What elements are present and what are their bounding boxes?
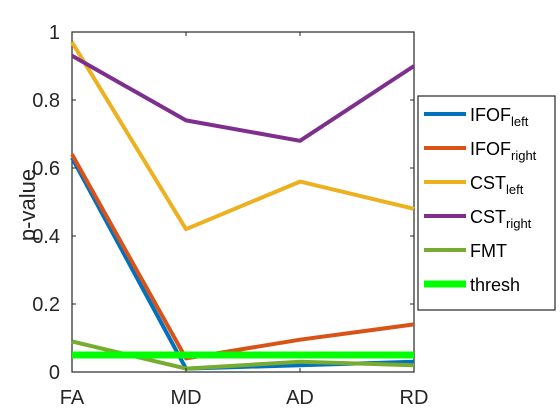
y-tick-label-5: 0.8	[32, 90, 60, 112]
y-tick-label-6: 1	[49, 22, 60, 44]
legend-label-1: IFOFleft	[470, 105, 529, 129]
legend-label-subscript-4: right	[506, 216, 532, 231]
y-tick-label-4: 0.6	[32, 158, 60, 180]
series-line-3	[70, 41, 415, 232]
legend-label-2: IFOFright	[470, 139, 537, 163]
legend: IFOFleftIFOFrightCSTleftCSTrightFMTthres…	[417, 95, 556, 311]
legend-label-main-2: IFOF	[470, 139, 511, 159]
legend-label-main-4: CST	[470, 207, 506, 227]
legend-label-6: thresh	[470, 275, 520, 295]
legend-label-subscript-2: right	[511, 148, 537, 163]
legend-label-5: FMT	[470, 241, 507, 261]
legend-label-subscript-3: left	[506, 182, 524, 197]
series-line-4	[71, 54, 416, 143]
x-tick-label-rd: RD	[400, 387, 429, 409]
legend-label-4: CSTright	[470, 207, 532, 231]
series-lines	[70, 41, 416, 371]
y-tick-label-2: 0.2	[32, 294, 60, 316]
legend-box	[417, 95, 556, 311]
y-axis-label: p-value	[15, 169, 40, 241]
x-tick-label-md: MD	[170, 387, 201, 409]
legend-label-main-1: IFOF	[470, 105, 511, 125]
legend-label-subscript-1: left	[511, 114, 529, 129]
legend-label-3: CSTleft	[470, 173, 524, 197]
y-tick-label-1: 0	[49, 362, 60, 384]
series-line-2	[70, 153, 415, 361]
legend-label-main-3: CST	[470, 173, 506, 193]
legend-label-main-6: thresh	[470, 275, 520, 295]
y-tick-label-3: 0.4	[32, 226, 60, 248]
x-tick-label-ad: AD	[286, 387, 314, 409]
axis-ticks: FA MD AD RD 0 0.2 0.4 0.6 0.8 1	[32, 22, 428, 409]
legend-label-main-5: FMT	[470, 241, 507, 261]
x-tick-label-fa: FA	[60, 387, 85, 409]
